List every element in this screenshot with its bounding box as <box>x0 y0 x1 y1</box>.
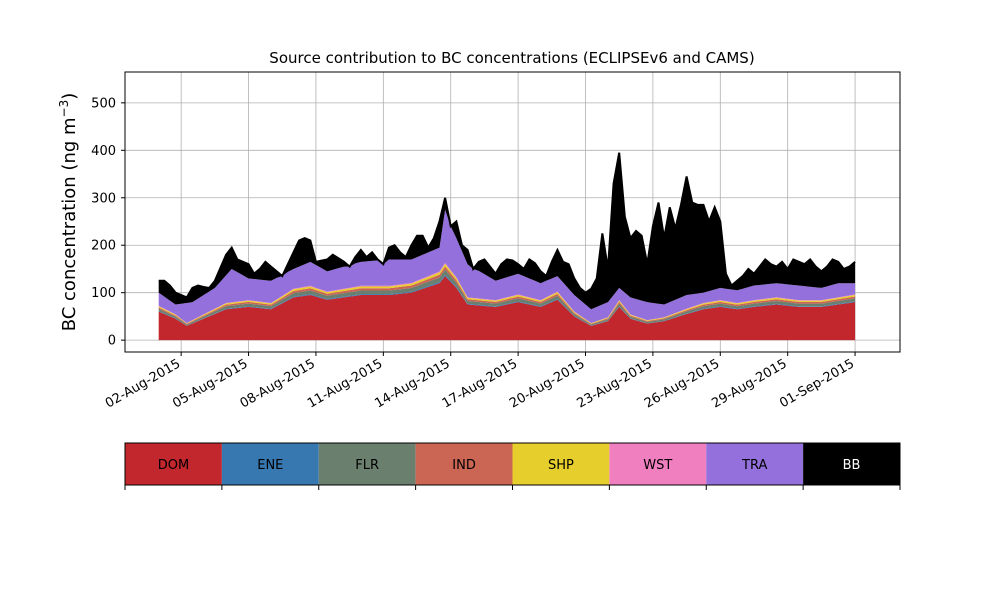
x-tick-label: 08-Aug-2015 <box>238 356 318 411</box>
x-tick-label: 11-Aug-2015 <box>305 356 385 411</box>
x-axis-ticks: 02-Aug-201505-Aug-201508-Aug-201511-Aug-… <box>103 352 857 412</box>
x-tick-label: 20-Aug-2015 <box>507 356 587 411</box>
x-tick-label: 02-Aug-2015 <box>103 356 183 411</box>
legend-swatch-shp <box>512 443 610 485</box>
axes <box>124 71 901 353</box>
legend-swatch-bb <box>803 443 900 485</box>
y-tick-label: 500 <box>91 96 116 111</box>
legend-swatch-ind <box>415 443 513 485</box>
y-tick-label: 200 <box>91 239 116 254</box>
legend-swatch-dom <box>125 443 222 485</box>
legend-swatch-flr <box>318 443 416 485</box>
x-tick-label: 05-Aug-2015 <box>170 356 250 411</box>
area-dom <box>158 276 856 341</box>
x-tick-label: 14-Aug-2015 <box>372 356 452 411</box>
legend-label-wst: WST <box>643 458 672 473</box>
y-tick-label: 100 <box>91 286 116 301</box>
legend-swatch-tra <box>706 443 804 485</box>
plot-frame <box>124 71 901 353</box>
y-tick-label: 0 <box>108 334 116 349</box>
x-tick-label: 26-Aug-2015 <box>642 356 722 411</box>
series-areas <box>158 152 856 341</box>
legend-label-ene: ENE <box>257 458 283 473</box>
legend-label-tra: TRA <box>741 458 767 473</box>
legend-label-dom: DOM <box>158 458 189 473</box>
legend-label-bb: BB <box>843 458 861 473</box>
x-tick-label: 17-Aug-2015 <box>440 356 520 411</box>
x-tick-label: 01-Sep-2015 <box>777 356 857 411</box>
legend-swatch-wst <box>609 443 707 485</box>
legend-swatch-ene <box>221 443 319 485</box>
legend-colorbar: DOM ENE FLR IND SHP WST TRA BB <box>124 442 901 490</box>
area-bb <box>158 152 856 310</box>
chart-title: Source contribution to BC concentrations… <box>269 49 754 67</box>
y-tick-label: 400 <box>91 144 116 159</box>
legend-label-shp: SHP <box>548 458 574 473</box>
legend-label-flr: FLR <box>355 458 379 473</box>
x-tick-label: 29-Aug-2015 <box>709 356 789 411</box>
legend-label-ind: IND <box>452 458 476 473</box>
y-axis-ticks: 0 100 200 300 400 500 <box>91 96 125 349</box>
total-line <box>158 152 856 299</box>
x-tick-label: 23-Aug-2015 <box>575 356 655 411</box>
y-tick-label: 300 <box>91 191 116 206</box>
y-axis-label: BC concentration (ng m−3) <box>57 93 80 332</box>
